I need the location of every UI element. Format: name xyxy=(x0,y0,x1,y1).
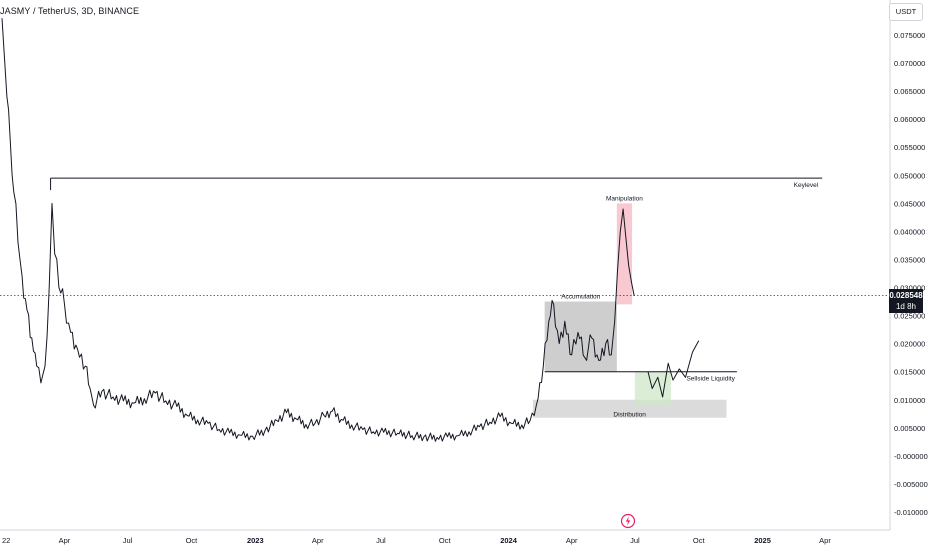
y-tick-label: 0.075000 xyxy=(894,31,925,40)
price-series xyxy=(1,18,635,442)
y-tick-label: 0.005000 xyxy=(894,424,925,433)
x-tick-label: Apr xyxy=(59,536,71,545)
annotation-box xyxy=(634,371,671,406)
x-tick-label: Oct xyxy=(186,536,199,545)
projection-path xyxy=(647,340,700,398)
x-tick-label: 2025 xyxy=(754,536,771,545)
sellside-liquidity-label: Sellside Liquidity xyxy=(686,376,735,383)
y-tick-label: 0.045000 xyxy=(894,199,925,208)
y-tick-label: 0.040000 xyxy=(894,227,925,236)
x-tick-label: Jul xyxy=(630,536,640,545)
x-tick-label: Apr xyxy=(566,536,578,545)
x-tick-label: 2023 xyxy=(247,536,264,545)
y-tick-label: 0.035000 xyxy=(894,255,925,264)
distribution-label: Distribution xyxy=(613,412,646,419)
last-price-value: 0.028548 xyxy=(889,291,923,300)
symbol-title[interactable]: JASMY / TetherUS, 3D, BINANCE xyxy=(0,6,140,16)
y-tick-label: 0.055000 xyxy=(894,143,925,152)
accumulation-label: Accumulation xyxy=(561,294,600,301)
y-tick-label: 0.030000 xyxy=(894,284,925,293)
manipulation-label: Manipulation xyxy=(606,195,643,202)
y-tick-label: -0.000000 xyxy=(894,452,928,461)
y-tick-label: 0.020000 xyxy=(894,340,925,349)
x-tick-label: Oct xyxy=(693,536,706,545)
y-tick-label: 0.060000 xyxy=(894,115,925,124)
x-tick-label: 2024 xyxy=(500,536,518,545)
y-tick-label: -0.005000 xyxy=(894,480,928,489)
y-tick-label: 0.025000 xyxy=(894,312,925,321)
currency-button[interactable]: USDT xyxy=(889,3,923,21)
x-tick-label: Apr xyxy=(312,536,324,545)
x-tick-label: Oct xyxy=(439,536,452,545)
x-tick-label: Jul xyxy=(376,536,386,545)
y-tick-label: 0.010000 xyxy=(894,396,925,405)
annotation-box xyxy=(532,399,727,418)
y-tick-label: -0.010000 xyxy=(894,508,928,517)
x-tick-label: 22 xyxy=(2,536,10,545)
y-tick-label: 0.065000 xyxy=(894,87,925,96)
bar-countdown: 1d 8h xyxy=(895,302,917,311)
y-tick-label: 0.050000 xyxy=(894,171,925,180)
tradingview-logo-icon[interactable] xyxy=(620,513,636,529)
x-tick-label: Apr xyxy=(819,536,831,545)
x-tick-label: Jul xyxy=(123,536,133,545)
keylevel-label: Keylevel xyxy=(794,182,819,189)
last-price-label: 0.028548 1d 8h xyxy=(889,289,923,313)
y-tick-label: 0.070000 xyxy=(894,59,925,68)
y-tick-label: 0.015000 xyxy=(894,368,925,377)
annotation-box xyxy=(544,301,617,372)
